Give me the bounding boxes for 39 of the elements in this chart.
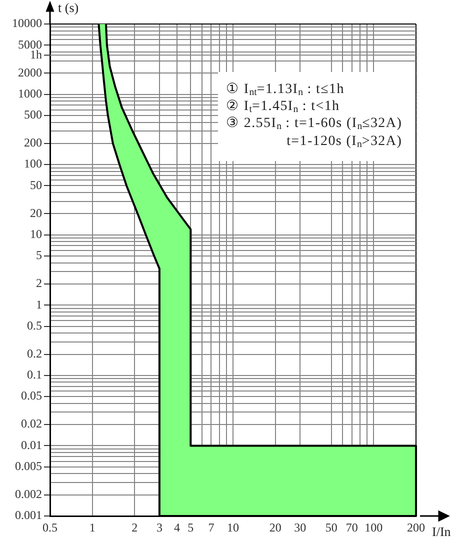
annotation: ③ 2.55I$_{n}$ : t=1-60s (I$_{n}$≤32A) t=1-120s (I$_{n}$>32A) xyxy=(226,115,402,150)
y-tick-label: 0.02 xyxy=(21,416,42,431)
x-tick-label: 200 xyxy=(407,520,425,534)
y-tick-label: 50 xyxy=(30,178,42,192)
y-tick-label: 10000 xyxy=(12,16,42,30)
y-tick-label: 200 xyxy=(24,136,42,150)
annotation: ② I$_{t}$=1.45I$_{n}$ : t<1h xyxy=(226,98,341,116)
y-tick-label: 20 xyxy=(30,206,42,220)
y-tick-label: 0.005 xyxy=(15,459,42,474)
y-tick-label: 500 xyxy=(24,108,42,122)
x-tick-label: 4 xyxy=(174,520,180,534)
x-tick-label: 30 xyxy=(294,520,306,534)
x-tick-label: 100 xyxy=(364,520,383,534)
y-tick-label: 5 xyxy=(36,248,42,262)
x-tick-label: 2 xyxy=(132,520,138,534)
x-tick-label: 5 xyxy=(188,520,194,534)
x-tick-label: 7 xyxy=(208,520,214,534)
x-tick-label: 3 xyxy=(156,520,162,534)
y-tick-label: 0.001 xyxy=(15,508,42,522)
y-tick-label: 100 xyxy=(24,156,42,171)
y-tick-label: 0.05 xyxy=(21,388,42,403)
y-tick-label: 0.002 xyxy=(15,487,42,501)
y-tick-label: 1 xyxy=(36,297,42,312)
y-tick-label: 0.1 xyxy=(27,368,42,382)
y-tick-label: 0.5 xyxy=(27,318,42,332)
y-tick-label: 1000 xyxy=(18,86,42,100)
x-tick-label: 10 xyxy=(227,520,239,534)
x-axis-title: I/In xyxy=(432,524,451,539)
x-tick-label: 20 xyxy=(269,520,282,534)
y-tick-label: 10 xyxy=(30,227,42,242)
annotation: ① I$_{nt}$=1.13I$_{n}$ : t≤1h xyxy=(226,81,346,98)
y-tick-label: 2000 xyxy=(18,65,42,80)
y-tick-label: 0.01 xyxy=(21,438,42,452)
y-axis-title: t (s) xyxy=(58,0,79,15)
x-tick-label: 70 xyxy=(346,520,358,534)
x-tick-label: 50 xyxy=(325,520,338,534)
x-tick-label: 1 xyxy=(89,520,96,534)
y-tick-label: 2 xyxy=(36,276,42,290)
y-tick-label: 0.2 xyxy=(27,346,42,360)
